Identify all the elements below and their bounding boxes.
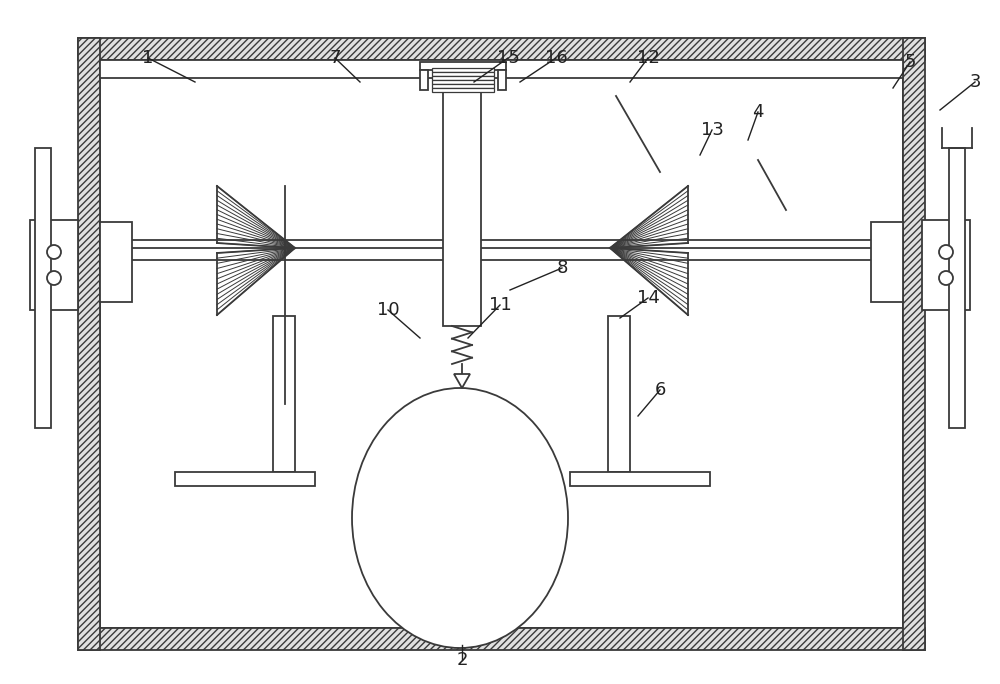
Text: 12: 12 — [637, 49, 659, 67]
Circle shape — [47, 271, 61, 285]
Text: 14: 14 — [637, 289, 659, 307]
Ellipse shape — [352, 388, 568, 648]
Text: 10: 10 — [377, 301, 399, 319]
Text: 6: 6 — [654, 381, 666, 399]
Text: 8: 8 — [556, 259, 568, 277]
Bar — [608, 316, 630, 472]
Bar — [432, 68, 494, 72]
Bar — [498, 70, 506, 90]
Text: 5: 5 — [904, 53, 916, 71]
Text: 7: 7 — [329, 49, 341, 67]
Bar — [432, 84, 494, 88]
Bar — [78, 628, 925, 650]
Bar — [432, 88, 494, 92]
Bar — [432, 72, 494, 76]
Text: 1: 1 — [142, 49, 154, 67]
Bar — [35, 148, 51, 428]
Bar — [100, 60, 903, 628]
Text: 15: 15 — [497, 49, 519, 67]
Text: 3: 3 — [969, 73, 981, 91]
Circle shape — [939, 245, 953, 259]
Bar — [922, 220, 970, 310]
Text: 11: 11 — [489, 296, 511, 314]
Text: 16: 16 — [545, 49, 567, 67]
Bar — [903, 38, 925, 650]
Bar — [420, 70, 428, 90]
Bar — [30, 220, 78, 310]
Bar — [432, 80, 494, 84]
Text: 13: 13 — [701, 121, 723, 139]
Bar — [78, 38, 100, 650]
Bar — [871, 222, 903, 302]
Text: 4: 4 — [752, 103, 764, 121]
Bar — [100, 222, 132, 302]
Bar — [175, 472, 315, 486]
Bar — [420, 62, 506, 70]
Circle shape — [939, 271, 953, 285]
Bar — [273, 316, 295, 472]
Polygon shape — [454, 374, 470, 388]
Circle shape — [47, 245, 61, 259]
Bar — [100, 60, 903, 78]
Bar — [570, 472, 710, 486]
Bar — [432, 76, 494, 80]
Text: 2: 2 — [456, 651, 468, 669]
Bar — [78, 38, 925, 60]
Bar — [443, 92, 481, 326]
Bar — [949, 148, 965, 428]
